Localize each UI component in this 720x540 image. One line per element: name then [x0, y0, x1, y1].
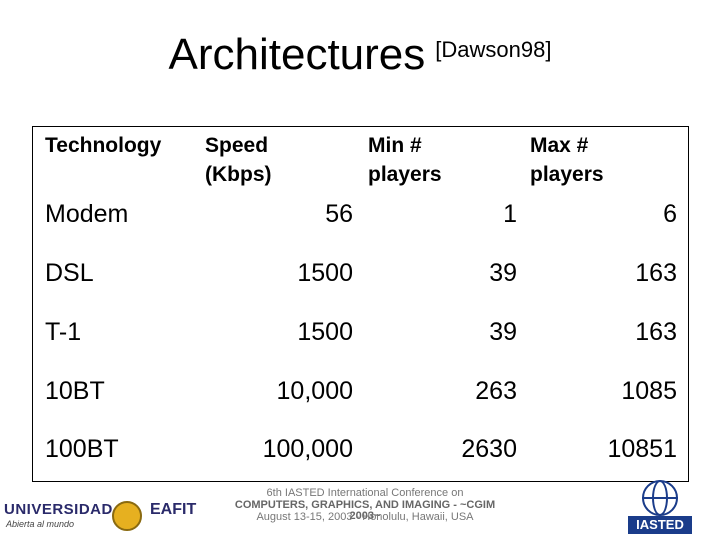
header-max-players: Max # players	[530, 134, 604, 186]
iasted-label: IASTED	[628, 516, 692, 534]
iasted-logo: IASTED	[628, 480, 692, 538]
table-cell: Modem	[45, 200, 129, 228]
table-cell: T-1	[45, 318, 82, 346]
header-min-players: Min # players	[368, 134, 442, 186]
university-seal-icon	[112, 501, 142, 531]
university-tagline: Abierta al mundo	[6, 519, 75, 529]
table-cell: 1500	[297, 259, 353, 287]
table-cell: 163	[635, 318, 677, 346]
table-cell: 6	[663, 200, 677, 228]
table-cell: 10851	[607, 435, 677, 463]
table-cell: 56	[325, 200, 353, 228]
title-main: Architectures	[168, 30, 426, 79]
table-cell: 10,000	[276, 377, 353, 405]
title-reference: [Dawson98]	[435, 37, 552, 62]
eafit-name: EAFIT	[150, 501, 197, 518]
eafit-logo: UNIVERSIDAD Abierta al mundo EAFIT	[4, 497, 214, 535]
conference-line-3: August 13-15, 2003 - Honolulu, Hawaii, U…	[256, 511, 474, 523]
architectures-table: Technology Speed (Kbps) Min # players Ma…	[32, 126, 689, 482]
table-cell: 1	[503, 200, 517, 228]
header-speed: Speed (Kbps)	[205, 134, 272, 186]
table-cell: 39	[489, 318, 517, 346]
table-cell: 100BT	[45, 435, 119, 463]
table-cell: 39	[489, 259, 517, 287]
table-cell: 1085	[621, 377, 677, 405]
conference-line-2: COMPUTERS, GRAPHICS, AND IMAGING - ~CGIM…	[234, 499, 496, 522]
table-cell: 10BT	[45, 377, 105, 405]
table-cell: 163	[635, 259, 677, 287]
header-technology: Technology	[45, 134, 162, 157]
slide-title: Architectures [Dawson98]	[0, 30, 720, 80]
table-cell: DSL	[45, 259, 94, 287]
table-cell: 2630	[461, 435, 517, 463]
table-cell: 100,000	[262, 435, 353, 463]
conference-line-1: 6th IASTED International Conference on	[266, 487, 464, 499]
table-cell: 263	[475, 377, 517, 405]
university-name: UNIVERSIDAD	[4, 501, 113, 518]
table-cell: 1500	[297, 318, 353, 346]
globe-icon	[642, 480, 678, 516]
